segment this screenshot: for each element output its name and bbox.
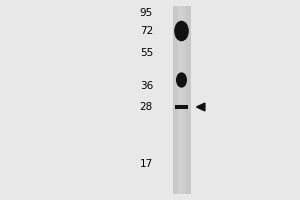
Ellipse shape xyxy=(175,21,188,41)
Polygon shape xyxy=(196,103,205,111)
Text: 17: 17 xyxy=(140,159,153,169)
Text: 55: 55 xyxy=(140,48,153,58)
Ellipse shape xyxy=(177,73,186,87)
Text: 72: 72 xyxy=(140,26,153,36)
Text: 95: 95 xyxy=(140,8,153,18)
Bar xyxy=(172,6,190,194)
Text: 28: 28 xyxy=(140,102,153,112)
Text: 36: 36 xyxy=(140,81,153,91)
Bar xyxy=(175,105,188,109)
Bar xyxy=(178,6,185,194)
